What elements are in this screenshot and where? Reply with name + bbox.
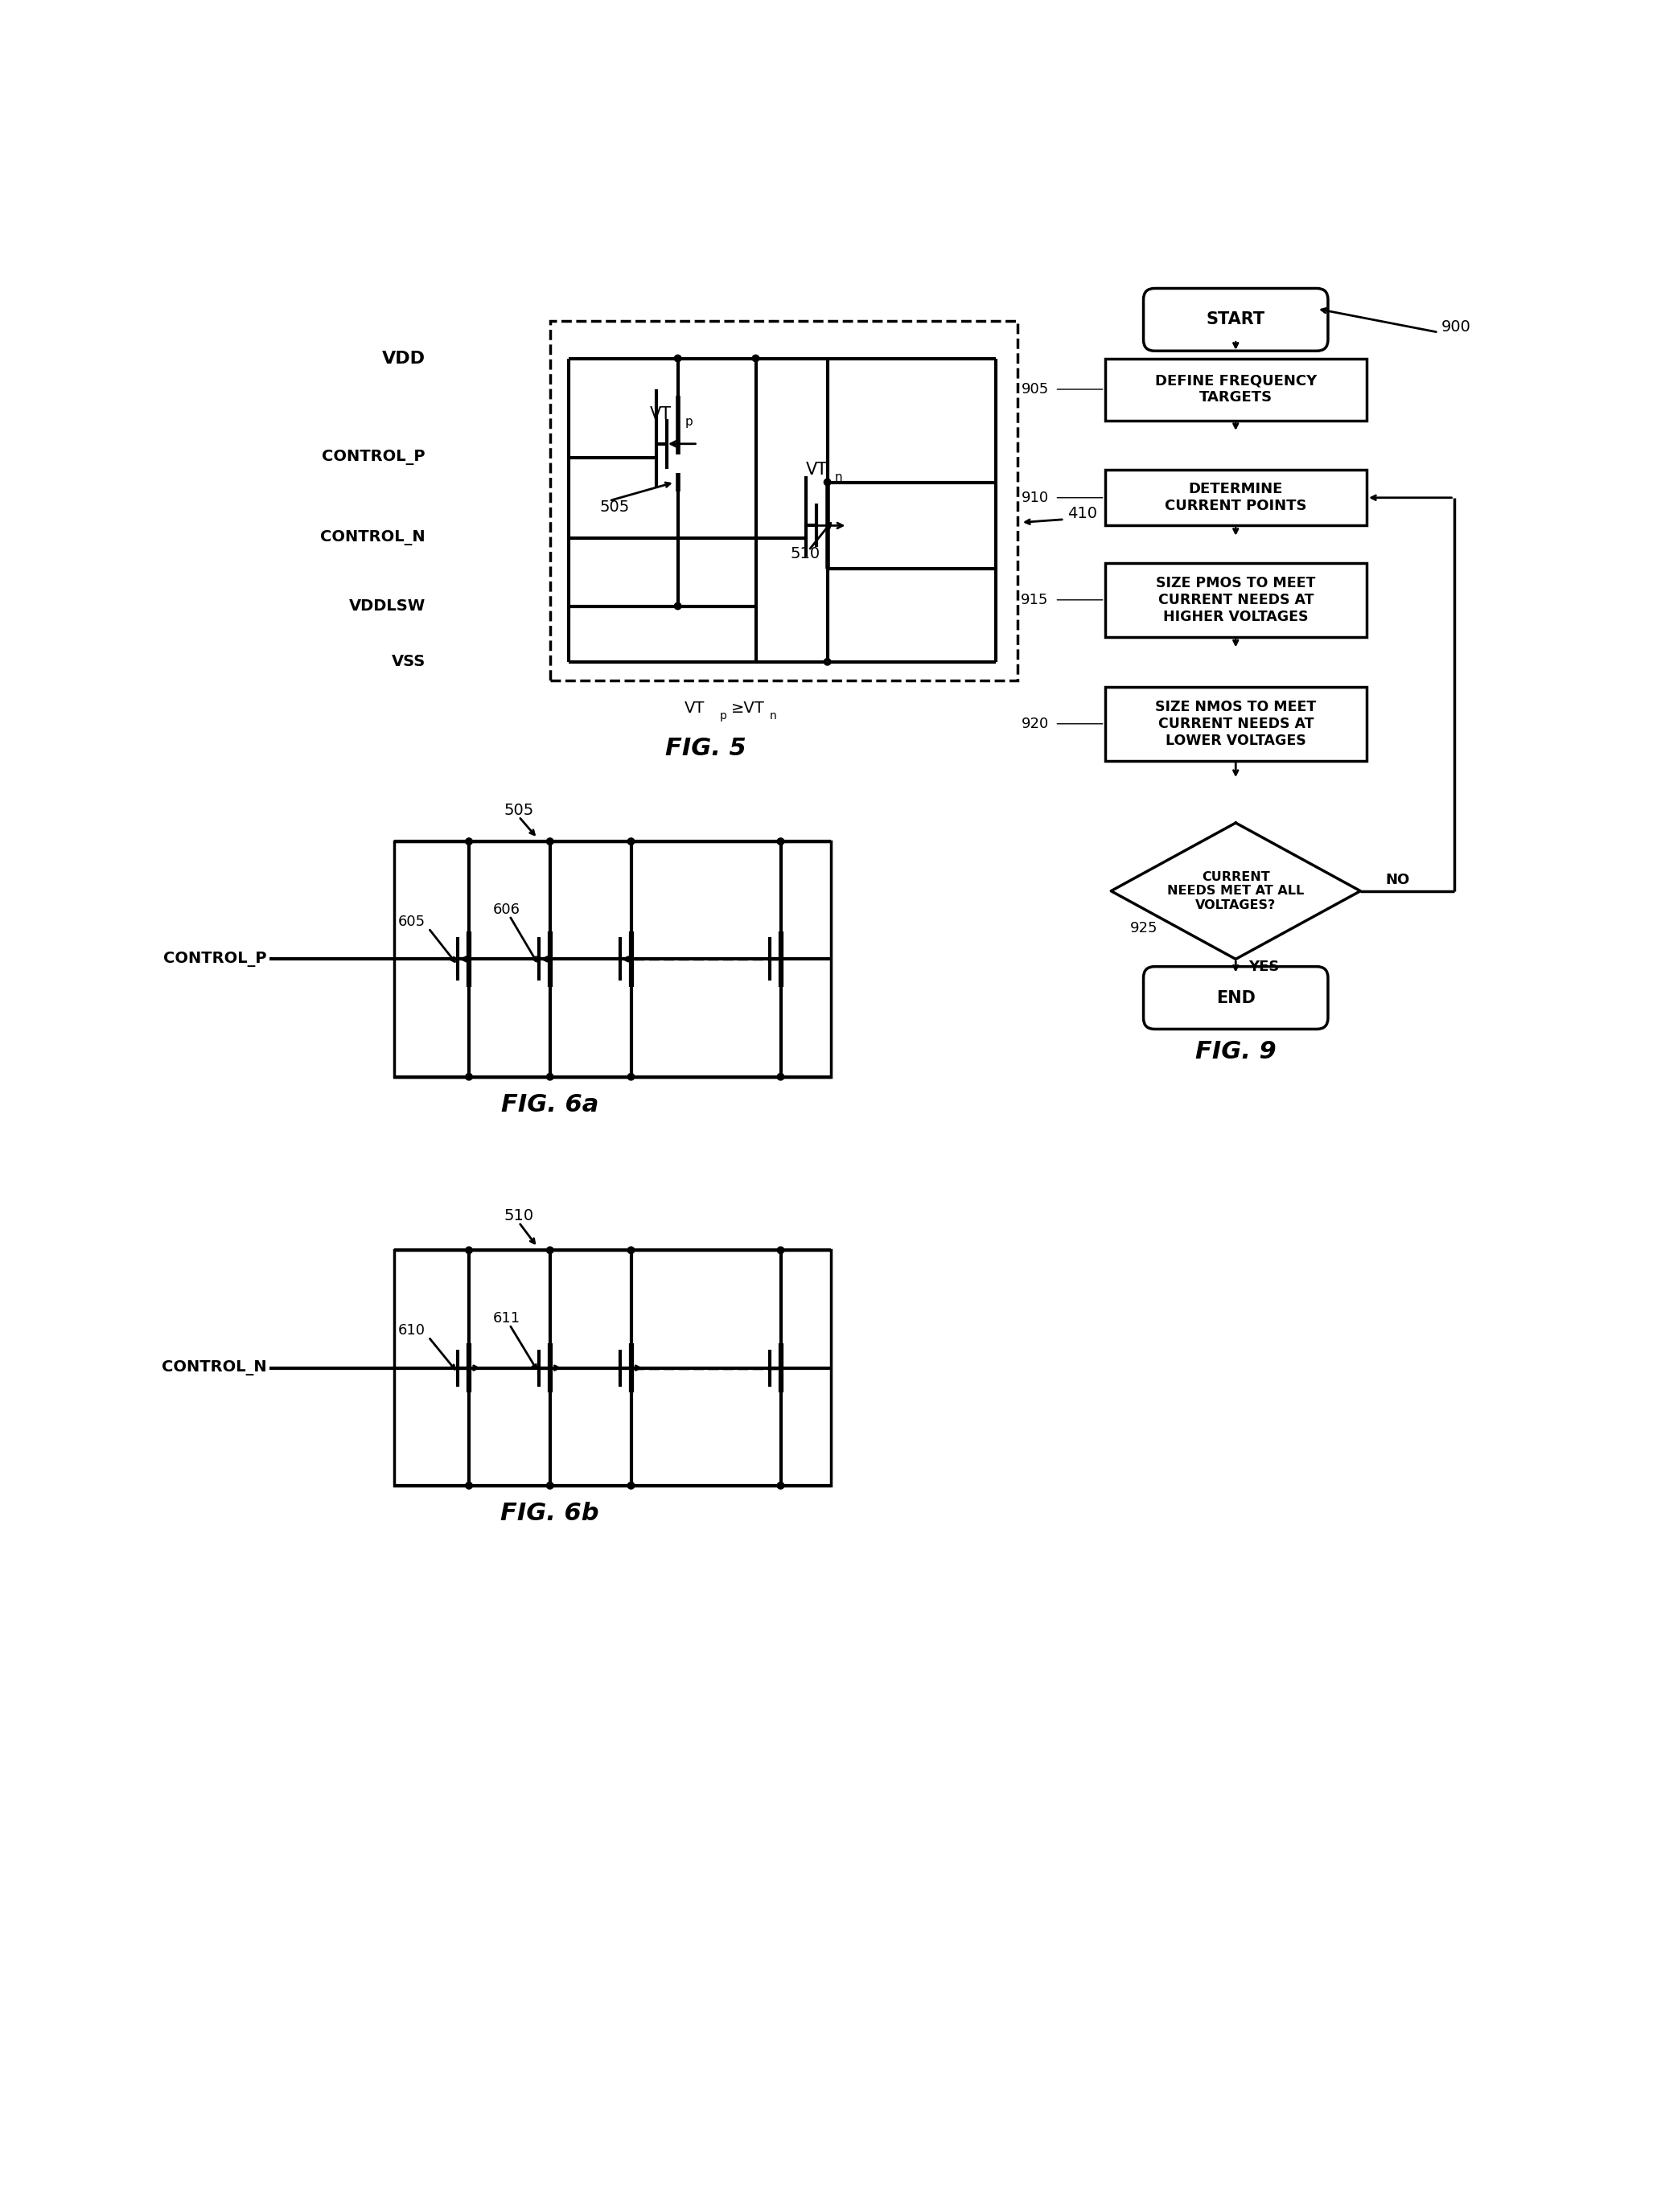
Circle shape	[777, 1248, 784, 1254]
Bar	[1105, 562, 1367, 637]
Text: ≥VT: ≥VT	[731, 701, 764, 717]
Text: n: n	[769, 710, 777, 721]
Text: 606: 606	[492, 902, 520, 916]
Text: VT: VT	[650, 407, 671, 422]
Text: CURRENT
NEEDS MET AT ALL
VOLTAGES?: CURRENT NEEDS MET AT ALL VOLTAGES?	[1167, 872, 1304, 911]
Circle shape	[628, 1482, 635, 1489]
Circle shape	[824, 478, 830, 487]
Text: 905: 905	[1021, 383, 1049, 396]
Text: 925: 925	[1130, 920, 1158, 936]
Text: CONTROL_P: CONTROL_P	[321, 449, 426, 465]
Text: SIZE PMOS TO MEET
CURRENT NEEDS AT
HIGHER VOLTAGES: SIZE PMOS TO MEET CURRENT NEEDS AT HIGHE…	[1157, 575, 1316, 624]
Text: CONTROL_N: CONTROL_N	[161, 1360, 267, 1376]
Text: 920: 920	[1021, 717, 1049, 730]
Text: 605: 605	[398, 916, 426, 929]
Text: 910: 910	[1021, 491, 1049, 504]
Text: FIG. 6b: FIG. 6b	[500, 1502, 600, 1524]
Text: FIG. 6a: FIG. 6a	[500, 1093, 598, 1117]
Bar	[550, 321, 1017, 681]
Circle shape	[628, 838, 635, 845]
Text: SIZE NMOS TO MEET
CURRENT NEEDS AT
LOWER VOLTAGES: SIZE NMOS TO MEET CURRENT NEEDS AT LOWER…	[1155, 699, 1316, 748]
Text: VDD: VDD	[381, 349, 426, 367]
Text: 510: 510	[504, 1208, 534, 1223]
Text: YES: YES	[1248, 960, 1279, 973]
Text: 505: 505	[504, 803, 534, 818]
Text: START: START	[1206, 312, 1266, 327]
Circle shape	[547, 1482, 553, 1489]
Circle shape	[466, 838, 472, 845]
Circle shape	[777, 1073, 784, 1079]
FancyBboxPatch shape	[1143, 288, 1327, 352]
Text: p: p	[686, 416, 693, 427]
Circle shape	[777, 1482, 784, 1489]
Text: CONTROL_P: CONTROL_P	[162, 951, 267, 967]
Bar	[394, 1250, 830, 1486]
Text: 900: 900	[1442, 321, 1471, 334]
Bar	[1105, 686, 1367, 761]
Circle shape	[674, 354, 681, 363]
FancyBboxPatch shape	[1143, 967, 1327, 1029]
Circle shape	[466, 1482, 472, 1489]
Text: NO: NO	[1385, 872, 1410, 887]
Text: CONTROL_N: CONTROL_N	[320, 531, 426, 546]
Circle shape	[824, 659, 830, 666]
Text: DETERMINE
CURRENT POINTS: DETERMINE CURRENT POINTS	[1165, 482, 1307, 513]
Circle shape	[547, 1073, 553, 1079]
Circle shape	[674, 602, 681, 611]
Bar	[1105, 358, 1367, 420]
Text: VSS: VSS	[391, 655, 426, 670]
Bar	[394, 841, 830, 1077]
Text: FIG. 9: FIG. 9	[1195, 1040, 1276, 1064]
Text: n: n	[835, 471, 843, 482]
Circle shape	[466, 1073, 472, 1079]
Text: 611: 611	[492, 1312, 520, 1325]
Circle shape	[752, 354, 759, 363]
Circle shape	[777, 838, 784, 845]
Text: VT: VT	[805, 462, 827, 478]
Text: 510: 510	[790, 546, 820, 562]
Text: DEFINE FREQUENCY
TARGETS: DEFINE FREQUENCY TARGETS	[1155, 374, 1317, 405]
Text: 610: 610	[398, 1323, 426, 1338]
Text: p: p	[719, 710, 727, 721]
Text: VT: VT	[684, 701, 704, 717]
Circle shape	[466, 1248, 472, 1254]
Bar	[1105, 469, 1367, 526]
Circle shape	[628, 1073, 635, 1079]
Text: VDDLSW: VDDLSW	[348, 599, 426, 613]
Circle shape	[628, 1248, 635, 1254]
Text: FIG. 5: FIG. 5	[666, 737, 746, 761]
Circle shape	[547, 838, 553, 845]
Text: 410: 410	[1067, 507, 1097, 520]
Circle shape	[547, 1248, 553, 1254]
Text: 505: 505	[600, 500, 630, 515]
Text: END: END	[1216, 989, 1256, 1006]
Text: 915: 915	[1021, 593, 1049, 606]
